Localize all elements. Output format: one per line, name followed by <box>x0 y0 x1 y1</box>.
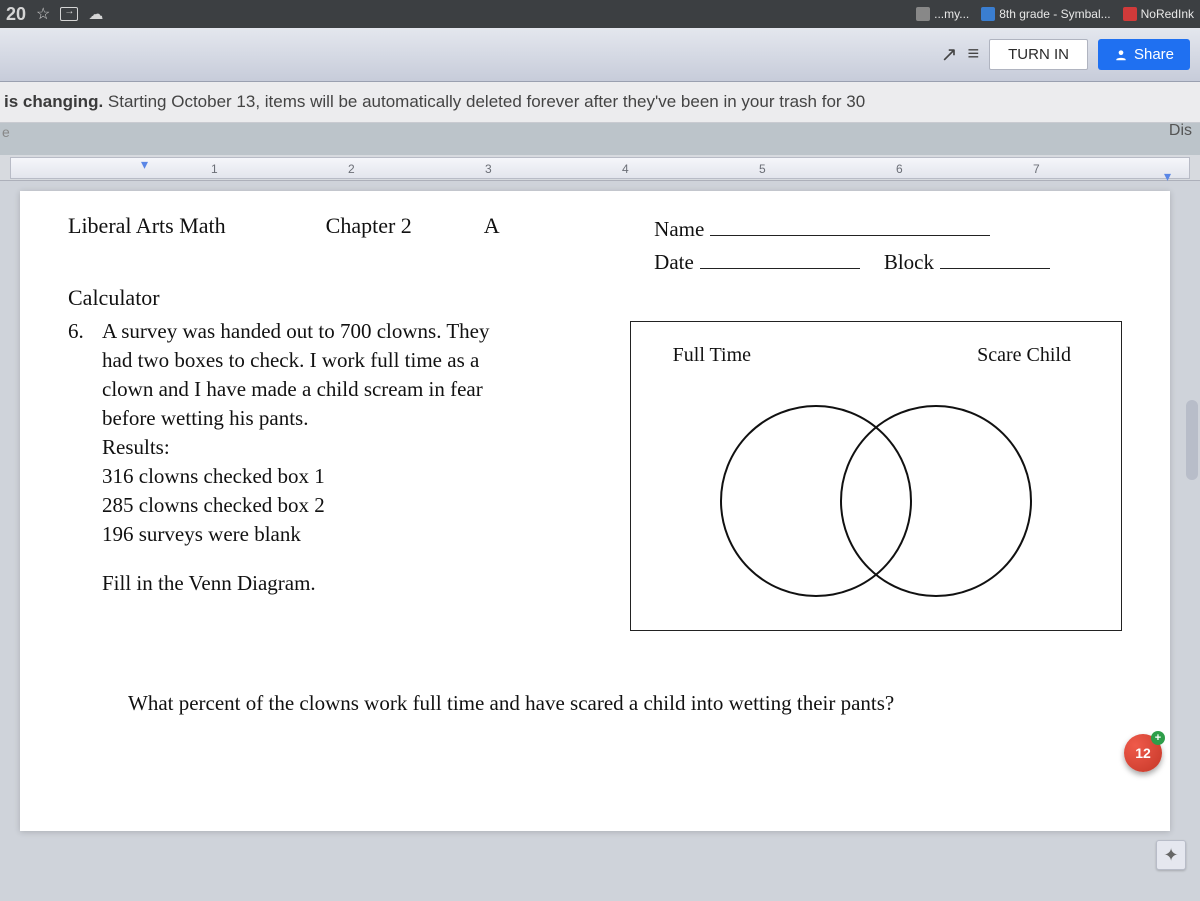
question-text: 6.A survey was handed out to 700 clowns.… <box>68 317 600 598</box>
name-label: Name <box>654 217 704 242</box>
notification-badge[interactable]: 12 <box>1124 734 1162 772</box>
question-line: clown and I have made a child scream in … <box>102 375 600 404</box>
bookmark-label: NoRedInk <box>1141 7 1194 21</box>
bookmark-item[interactable]: ...my... <box>916 7 969 21</box>
indent-marker-icon[interactable]: ▾ <box>141 156 148 173</box>
cast-icon[interactable] <box>60 7 78 21</box>
results-label: Results: <box>102 433 600 462</box>
banner-lead: is changing. <box>4 92 103 111</box>
result-line: 285 clowns checked box 2 <box>102 491 600 520</box>
banner-rest: Starting October 13, items will be autom… <box>103 92 865 111</box>
open-external-icon[interactable]: ↗ <box>941 42 958 67</box>
tab-count: 20 <box>6 4 26 25</box>
venn-diagram-box: Full Time Scare Child <box>630 321 1122 631</box>
question-line: before wetting his pants. <box>102 404 600 433</box>
ruler-number: 5 <box>759 162 766 176</box>
ruler-number: 7 <box>1033 162 1040 176</box>
instruction-line: Fill in the Venn Diagram. <box>102 569 600 598</box>
plus-icon: ✦ <box>1163 845 1178 866</box>
document-canvas: Liberal Arts Math Chapter 2 A Name Date … <box>0 181 1200 901</box>
question-line: A survey was handed out to 700 clowns. T… <box>102 319 489 343</box>
venn-right-label: Scare Child <box>977 344 1071 367</box>
dismiss-label[interactable]: Dis <box>1169 122 1192 140</box>
person-icon <box>1114 48 1128 62</box>
document-page: Liberal Arts Math Chapter 2 A Name Date … <box>20 191 1170 831</box>
name-date-block: Name Date Block <box>654 213 1050 279</box>
block-blank[interactable] <box>940 246 1050 269</box>
banner-cut-char: e <box>2 124 10 140</box>
favicon-icon <box>916 7 930 21</box>
date-label: Date <box>654 250 694 275</box>
right-margin-marker-icon[interactable]: ▾ <box>1164 168 1171 185</box>
ruler-number: 4 <box>622 162 629 176</box>
bookmark-item[interactable]: 8th grade - Symbal... <box>981 7 1110 21</box>
section-label: A <box>484 213 500 239</box>
share-button[interactable]: Share <box>1098 39 1190 70</box>
explore-button[interactable]: ✦ <box>1156 840 1186 870</box>
result-line: 196 surveys were blank <box>102 520 600 549</box>
followup-question: What percent of the clowns work full tim… <box>128 691 1122 716</box>
turn-in-button[interactable]: TURN IN <box>989 39 1088 70</box>
date-blank[interactable] <box>700 246 860 269</box>
block-label: Block <box>884 250 934 275</box>
ruler-number: 3 <box>485 162 492 176</box>
question-line: had two boxes to check. I work full time… <box>102 346 600 375</box>
course-title: Liberal Arts Math <box>68 213 226 239</box>
calculator-heading: Calculator <box>68 285 1122 311</box>
horizontal-ruler[interactable]: ▾ 1 2 3 4 5 6 7 ▾ <box>10 157 1190 179</box>
question-6: 6.A survey was handed out to 700 clowns.… <box>68 317 1122 631</box>
chapter-label: Chapter 2 <box>326 213 412 239</box>
bookmark-label: 8th grade - Symbal... <box>999 7 1110 21</box>
badge-value: 12 <box>1135 745 1151 761</box>
cloud-sync-icon[interactable]: ☁ <box>88 5 103 23</box>
share-label: Share <box>1134 46 1174 63</box>
bookmark-item[interactable]: NoRedInk <box>1123 7 1194 21</box>
menu-icon[interactable]: ≡ <box>967 43 979 66</box>
ruler-number: 2 <box>348 162 355 176</box>
name-blank[interactable] <box>710 213 990 236</box>
favicon-icon <box>1123 7 1137 21</box>
result-line: 316 clowns checked box 1 <box>102 462 600 491</box>
venn-svg <box>676 386 1076 616</box>
venn-circles <box>676 386 1076 616</box>
bookmark-star-icon[interactable]: ☆ <box>36 4 50 24</box>
ruler-number: 6 <box>896 162 903 176</box>
doc-toolbar: ↗ ≡ TURN IN Share <box>0 28 1200 82</box>
ruler-number: 1 <box>211 162 218 176</box>
bookmark-label: ...my... <box>934 7 969 21</box>
favicon-icon <box>981 7 995 21</box>
scrollbar-thumb[interactable] <box>1186 400 1198 480</box>
ruler-area: ▾ 1 2 3 4 5 6 7 ▾ <box>0 155 1200 181</box>
trash-policy-banner: is changing. Starting October 13, items … <box>0 82 1200 123</box>
browser-top-bar: 20 ☆ ☁ ...my... 8th grade - Symbal... No… <box>0 0 1200 28</box>
question-number: 6. <box>68 317 102 346</box>
venn-left-label: Full Time <box>673 344 751 367</box>
